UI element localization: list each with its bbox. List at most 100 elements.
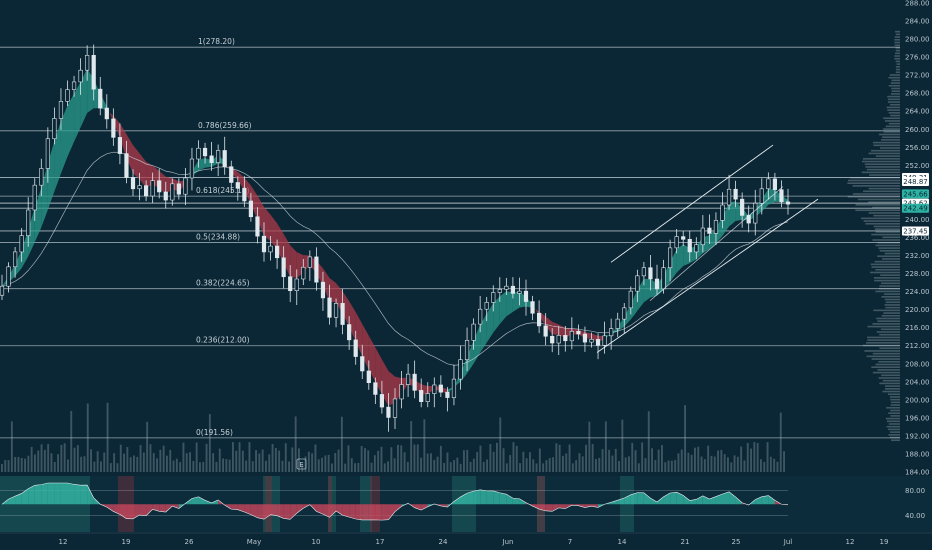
candle-body [779,189,784,203]
volume-bar [430,453,432,472]
candle-body [209,155,214,163]
volume-profile-bar [895,60,900,63]
oscillator-fill [244,504,251,515]
candle-body [137,185,142,190]
volume-bar [598,457,601,472]
earnings-marker[interactable]: E [296,458,307,470]
volume-profile-bar [894,57,900,60]
volume-profile-bar [885,417,900,420]
oscillator-fill [159,504,166,513]
volume-profile-bar [887,109,900,111]
volume-bar [750,448,752,472]
candle-body [71,81,77,90]
volume-bar [509,455,512,472]
volume-bar [53,461,56,472]
candle-body [353,339,358,357]
ribbon-segment [15,249,22,277]
time-tick-label: 10 [312,538,321,546]
ribbon-segment [244,177,251,204]
trend-channel[interactable] [596,144,819,353]
volume-bar [618,461,620,472]
volume-bar [545,460,548,472]
oscillator-fill [87,485,94,505]
volume-profile-bar [884,388,900,390]
volume-profile-bar [855,204,900,206]
oscillator-fill [322,504,330,518]
candlesticks[interactable] [0,44,791,432]
volume-bar [284,443,287,472]
volume-bar [654,460,657,472]
candle-body [740,198,745,216]
time-axis[interactable]: 12 19 26 May 10 17 24 Jun 7 14 21 25 Jul 12 19 [59,538,889,546]
volume-bar [707,445,710,472]
price-tick-label: 252.00 [905,162,930,170]
volume-bar [776,461,779,472]
volume-bar [57,454,59,472]
oscillator-fill [545,504,553,512]
volume-profile-bar [880,147,900,149]
candle-body [405,373,411,385]
time-tick-label: 17 [376,538,385,546]
oscillator-fill [231,504,238,510]
volume-bar [100,461,102,472]
candle-body [432,384,437,394]
ribbon-segment [290,245,297,278]
oscillator-fill [54,483,61,505]
volume-profile-bar [874,260,900,263]
volume-profile-bar [881,374,900,377]
volume-bar [496,442,498,472]
volume-bar [166,455,168,472]
oscillator-fill [552,504,559,512]
volume-bar [268,454,271,472]
oscillator-pane[interactable]: 80.00 40.00 [0,476,932,534]
oscillator-fill [74,484,81,505]
volume-profile-bar [889,396,900,398]
ribbon-segment [28,207,35,257]
candle-body [563,335,568,342]
ribbon-segment [729,201,736,227]
volume-bar [212,453,215,472]
candle-body [445,391,450,398]
ribbon-segment [264,206,271,241]
candle-body [641,267,646,277]
volume-bar [218,448,221,472]
oscillator-fill [663,492,671,505]
volume-bar [634,450,637,472]
volume-bar [208,414,211,472]
volume-profile-bar [847,179,900,182]
channel-mid-line [649,186,784,301]
oscillator-fill [290,504,297,520]
volume-profile-bar [879,382,900,385]
ribbon-segment [735,201,743,222]
oscillator-fill [421,504,428,511]
candle-body [379,394,385,408]
oscillator-fill [676,492,684,505]
candle-body [281,257,286,278]
volume-bar [344,463,347,472]
candle-body [157,180,162,193]
oscillator-fill [578,504,585,508]
volume-bar [756,443,759,472]
oscillator-fill [643,492,651,505]
oscillator-fill [768,495,775,505]
volume-profile-bar [872,239,900,241]
candle-body [471,323,476,341]
volume-bar [769,456,772,472]
price-tick-label: 240.00 [905,216,930,224]
ribbon-segment [368,335,376,382]
volume-bar [779,412,782,472]
ribbon-segment [761,188,769,212]
volume-bar [340,416,343,472]
oscillator-fill [15,493,22,505]
volume-bar [433,460,436,472]
oscillator-tick-label: 80.00 [905,487,925,495]
volume-profile-bar [890,93,900,95]
volume-profile [847,30,900,442]
volume-bar [552,457,554,472]
oscillator-fill [637,492,644,505]
volume-bar [393,458,396,472]
candle-body [189,158,195,179]
volume-profile-bar [888,412,900,414]
